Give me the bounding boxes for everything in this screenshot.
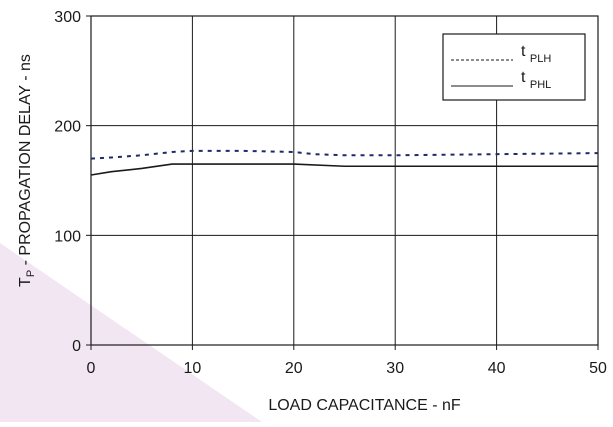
y-axis-title-sub: P	[25, 270, 37, 277]
legend-label-main: t	[521, 43, 530, 60]
legend-label-phl: t PHL	[521, 69, 551, 91]
series-line-phl	[90, 163, 598, 176]
legend-label-sub: PLH	[530, 53, 551, 65]
x-axis-title: LOAD CAPACITANCE - nF	[268, 397, 461, 414]
series-line-plh	[90, 149, 599, 160]
x-tick-label: 10	[184, 360, 202, 377]
x-tick-label: 40	[488, 360, 506, 377]
y-axis-title: TP - PROPAGATION DELAY - ns	[17, 54, 37, 287]
legend-label-plh: t PLH	[521, 43, 551, 65]
legend-label-sub: PHL	[530, 79, 551, 91]
y-tick-label: 100	[54, 228, 81, 245]
plot-frame	[90, 15, 599, 346]
background-wedge	[0, 243, 262, 422]
y-tick-label: 300	[54, 9, 81, 26]
y-tick-label: 200	[54, 119, 81, 136]
y-axis-title-rest: - PROPAGATION DELAY - ns	[17, 54, 34, 270]
y-axis-title-main: T	[17, 277, 34, 287]
series-layer	[90, 149, 599, 176]
x-axis-ticks: 0 10 20 30 40 50	[87, 345, 607, 377]
y-tick-label: 0	[72, 338, 81, 355]
x-tick-label: 0	[87, 360, 96, 377]
x-tick-label: 50	[589, 360, 607, 377]
x-tick-label: 20	[285, 360, 303, 377]
y-axis-ticks: 0 100 200 300	[54, 9, 91, 355]
x-tick-label: 30	[386, 360, 404, 377]
legend-label-main: t	[521, 69, 530, 86]
legend-box	[442, 33, 586, 101]
